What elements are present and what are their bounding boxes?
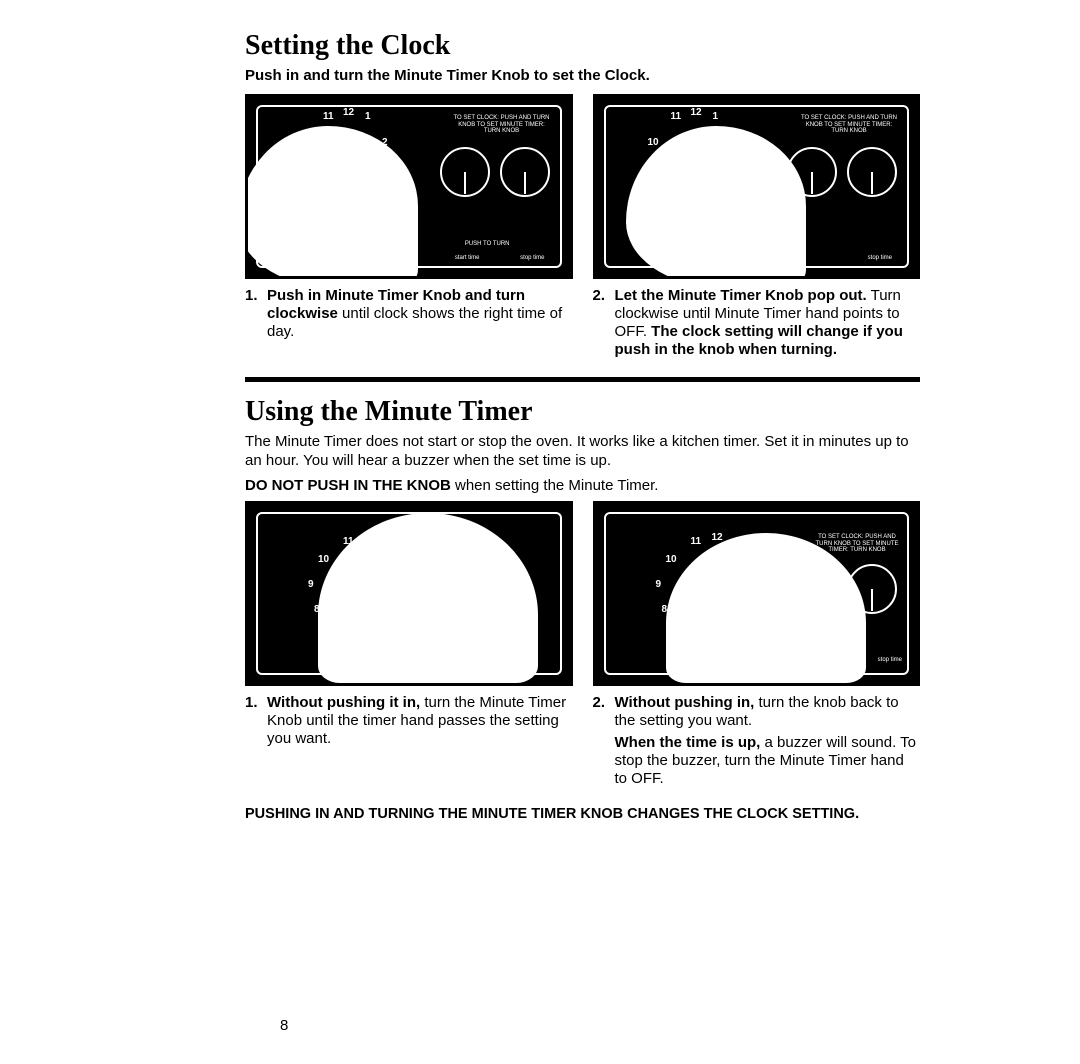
illustration-clock-step1: 11 12 1 2 3 4 5 8 TO SET CLOCK: PUSH AND… xyxy=(245,94,573,279)
page-number: 8 xyxy=(280,1017,288,1034)
clock-step2-text: 2. Let the Minute Timer Knob pop out. Tu… xyxy=(593,287,921,359)
illustration-timer-step2: 11 12 1 10 9 8 7 6 4 TO SET CLOCK: PUSH … xyxy=(593,501,921,686)
illustration-clock-step2: 11 12 1 10 9 3 6 TO SET CLOCK: PUSH AND … xyxy=(593,94,921,279)
timer-illustration-row: 11 10 9 8 7 6 5 1. Without pushing it in… xyxy=(245,501,920,788)
timer-step2-text: 2. Without pushing in, turn the knob bac… xyxy=(593,694,921,788)
section-setting-clock: Setting the Clock Push in and turn the M… xyxy=(245,30,920,359)
timer-warning: PUSHING IN AND TURNING THE MINUTE TIMER … xyxy=(245,806,920,822)
section-minute-timer: Using the Minute Timer The Minute Timer … xyxy=(245,396,920,822)
timer-step1-text: 1. Without pushing it in, turn the Minut… xyxy=(245,694,573,748)
clock-illustration-row: 11 12 1 2 3 4 5 8 TO SET CLOCK: PUSH AND… xyxy=(245,94,920,359)
section-title-clock: Setting the Clock xyxy=(245,30,920,62)
illustration-timer-step1: 11 10 9 8 7 6 5 xyxy=(245,501,573,686)
timer-intro1: The Minute Timer does not start or stop … xyxy=(245,433,920,471)
section-title-timer: Using the Minute Timer xyxy=(245,396,920,428)
clock-step1-text: 1. Push in Minute Timer Knob and turn cl… xyxy=(245,287,573,341)
intro-clock: Push in and turn the Minute Timer Knob t… xyxy=(245,67,920,84)
section-separator xyxy=(245,377,920,382)
timer-intro2: DO NOT PUSH IN THE KNOB when setting the… xyxy=(245,477,920,496)
